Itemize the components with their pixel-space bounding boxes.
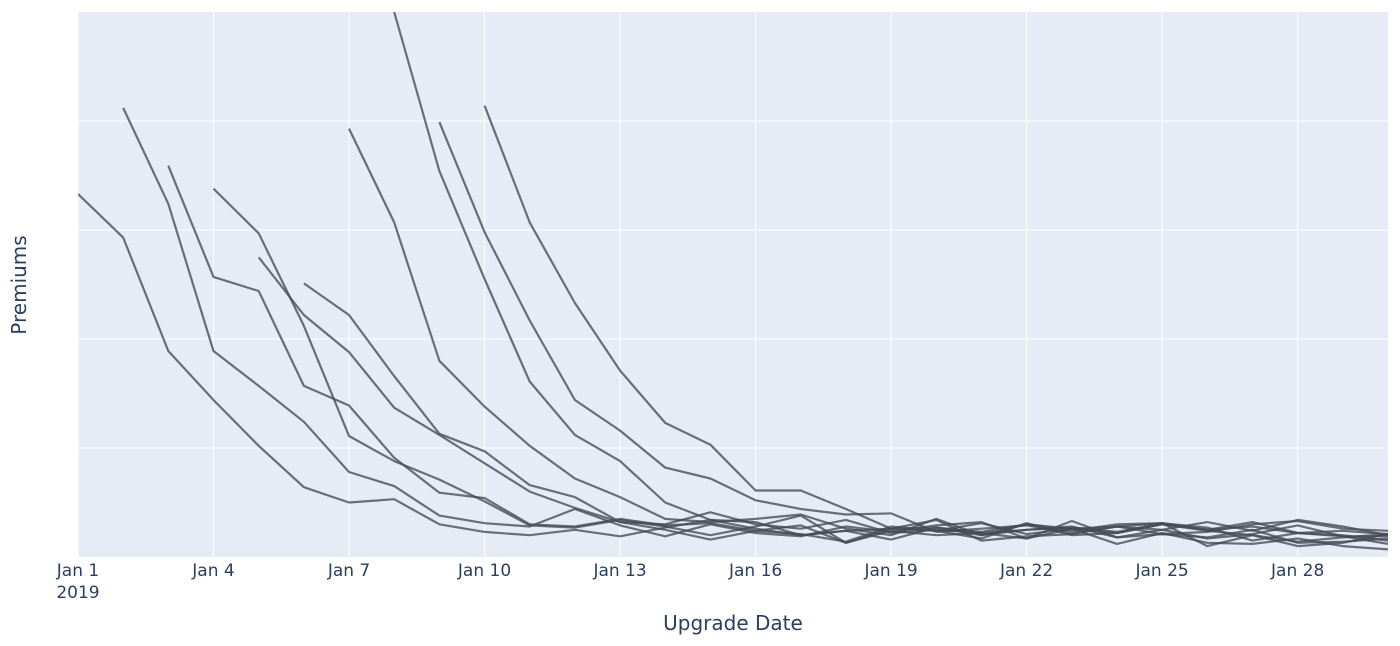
x-tick-label: Jan 16 xyxy=(728,561,782,581)
gridlines xyxy=(77,12,1388,557)
series-line-9 xyxy=(438,121,1388,536)
x-tick-label: Jan 7 xyxy=(327,561,370,581)
x-tick-label: Jan 4 xyxy=(191,561,234,581)
plot-background xyxy=(78,12,1388,557)
series-line-5 xyxy=(257,256,1388,543)
x-tick-year-label: 2019 xyxy=(56,583,99,603)
series-line-4 xyxy=(212,187,1388,548)
x-tick-label: Jan 25 xyxy=(1135,561,1189,581)
y-axis-title: Premiums xyxy=(7,235,31,334)
series-line-7 xyxy=(348,128,1388,542)
x-tick-label: Jan 22 xyxy=(999,561,1053,581)
series-line-10 xyxy=(483,105,1388,536)
x-axis-title: Upgrade Date xyxy=(663,611,803,635)
series-line-8 xyxy=(393,12,1388,542)
x-tick-label: Jan 10 xyxy=(457,561,511,581)
series-line-6 xyxy=(303,282,1388,546)
x-tick-label: Jan 13 xyxy=(592,561,646,581)
x-tick-label: Jan 28 xyxy=(1270,561,1324,581)
x-tick-label: Jan 19 xyxy=(863,561,917,581)
x-tick-label: Jan 1 xyxy=(56,561,99,581)
series-lines xyxy=(78,12,1388,551)
